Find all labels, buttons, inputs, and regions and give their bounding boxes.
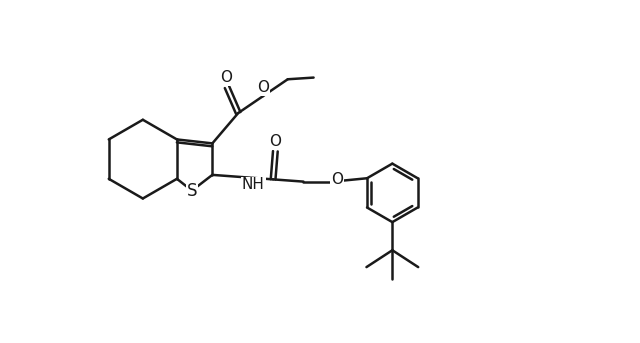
Text: O: O [257, 80, 269, 95]
Text: O: O [331, 172, 342, 187]
Text: S: S [187, 182, 197, 200]
Text: O: O [269, 134, 282, 149]
Text: O: O [220, 70, 232, 85]
Text: NH: NH [242, 177, 265, 192]
